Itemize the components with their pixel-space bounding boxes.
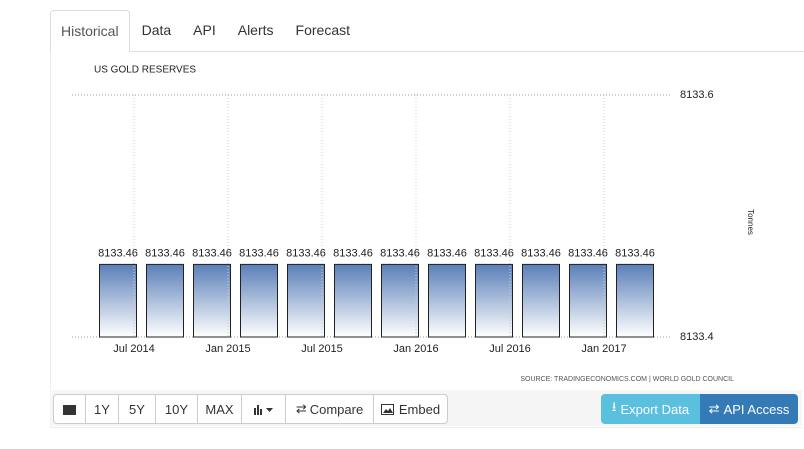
x-tick-label: Jul 2014: [113, 343, 155, 355]
tab[interactable]: Forecast: [295, 22, 350, 38]
value-label: 8133.46: [615, 247, 655, 259]
x-tick-label: Jan 2016: [393, 343, 438, 355]
value-label: 8133.46: [568, 247, 608, 259]
bar: [334, 263, 372, 338]
range-button[interactable]: 10Y: [155, 394, 198, 424]
compare-button[interactable]: ⇄ Compare: [285, 394, 374, 424]
compare-label: Compare: [309, 401, 364, 417]
value-label: 8133.46: [427, 247, 467, 259]
chart: US GOLD RESERVES Tonnes SOURCE: TRADINGE…: [72, 65, 755, 383]
value-label: 8133.46: [192, 247, 232, 259]
tab[interactable]: Alerts: [237, 22, 274, 38]
export-label: Export Data: [620, 401, 690, 417]
value-label: 8133.46: [521, 247, 561, 259]
icon: [253, 405, 273, 415]
x-tick-label: Jan 2015: [205, 343, 250, 355]
bar: [146, 263, 184, 338]
value-label: 8133.46: [98, 247, 138, 259]
y-tick-label: 8133.4: [680, 331, 714, 343]
bar: [193, 263, 231, 338]
icon: [380, 403, 394, 415]
value-label: 8133.46: [474, 247, 514, 259]
bar: [287, 263, 325, 338]
bar: [99, 263, 137, 338]
panel: [50, 51, 803, 428]
tab[interactable]: Data: [141, 22, 172, 38]
bar: [522, 263, 560, 338]
bar: [569, 263, 607, 338]
value-label: 8133.46: [145, 247, 185, 259]
range-button[interactable]: MAX: [197, 394, 242, 424]
value-label: 8133.46: [380, 247, 420, 259]
source: SOURCE: TRADINGECONOMICS.COM | WORLD GOL…: [520, 376, 734, 383]
embed-label: Embed: [398, 401, 441, 417]
calendar-button[interactable]: [53, 394, 86, 424]
x-tick-label: Jan 2017: [581, 343, 626, 355]
bar: [240, 263, 278, 338]
api-label: API Access: [723, 401, 790, 417]
chart-title: US GOLD RESERVES: [94, 65, 196, 76]
tab[interactable]: Historical: [50, 10, 130, 52]
y-axis-label: Tonnes: [746, 209, 755, 235]
tab[interactable]: API: [193, 22, 216, 38]
value-label: 8133.46: [286, 247, 326, 259]
bar: [381, 263, 419, 338]
x-tick-label: Jul 2016: [489, 343, 531, 355]
value-label: 8133.46: [239, 247, 279, 259]
bar: [428, 263, 466, 338]
bar: [616, 263, 654, 338]
embed-button[interactable]: Embed: [373, 394, 448, 424]
tab-bar: Historical Data API Alerts Forecast: [50, 10, 804, 52]
toolbar: 1Y 5Y 10Y MAX ⇄ Compare Embed ⭳ Export Dat…: [50, 390, 802, 426]
chart-type-button[interactable]: [241, 394, 286, 424]
icon: [63, 405, 76, 415]
x-tick-label: Jul 2015: [301, 343, 343, 355]
export-button[interactable]: ⭳ Export Data: [601, 394, 700, 424]
range-button[interactable]: 1Y: [85, 394, 119, 424]
range-button[interactable]: 5Y: [118, 394, 156, 424]
value-label: 8133.46: [333, 247, 373, 259]
api-button[interactable]: ⇄ API Access: [700, 394, 798, 424]
y-tick-label: 8133.6: [680, 89, 714, 101]
bar: [475, 263, 513, 338]
